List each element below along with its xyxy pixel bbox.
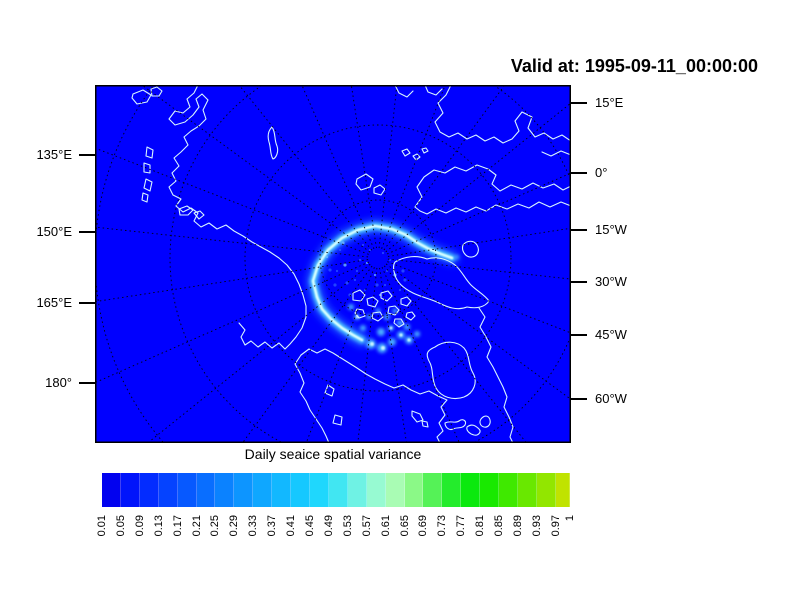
colorbar-segment	[555, 473, 570, 507]
colorbar-segment	[272, 473, 292, 507]
colorbar-segment	[423, 473, 443, 507]
colorbar-segment	[177, 473, 197, 507]
axis-tick	[571, 398, 587, 400]
map-frame	[95, 85, 571, 443]
colorbar-segment	[102, 473, 121, 507]
axis-tick	[79, 231, 95, 233]
colorbar-segment	[328, 473, 348, 507]
colorbar-segment	[139, 473, 159, 507]
axis-tick-label: 135°E	[36, 147, 72, 162]
colorbar-segment	[253, 473, 273, 507]
axis-tick	[571, 102, 587, 104]
colorbar-segment	[442, 473, 462, 507]
colorbar-segment	[461, 473, 481, 507]
colorbar-segment	[120, 473, 140, 507]
axis-tick-label: 30°W	[595, 274, 627, 289]
colorbar-segment	[291, 473, 310, 507]
colorbar-segment	[517, 473, 537, 507]
colorbar-segment	[309, 473, 329, 507]
axis-tick	[571, 229, 587, 231]
axis-tick-label: 45°W	[595, 327, 627, 342]
colorbar-segment	[480, 473, 500, 507]
colorbar-segment	[234, 473, 254, 507]
colorbar-segment	[499, 473, 518, 507]
colorbar-ticks: 0.01 0.05 0.09 0.13 0.17 0.21 0.25 0.29 0.33 0.37…	[96, 515, 576, 537]
axis-tick-label: 0°	[595, 165, 608, 180]
colorbar-segment	[404, 473, 424, 507]
colorbar-segment	[536, 473, 556, 507]
polar-map	[95, 85, 571, 443]
map-border	[95, 85, 571, 443]
ocean	[95, 85, 571, 443]
colorbar-segment	[215, 473, 235, 507]
colorbar-segment	[196, 473, 216, 507]
axis-tick	[571, 281, 587, 283]
plot-title: Valid at: 1995-09-11_00:00:00	[510, 56, 758, 76]
axis-tick-label: 60°W	[595, 391, 627, 406]
colorbar-segment	[366, 473, 386, 507]
axis-tick	[79, 382, 95, 384]
axis-tick-label: 165°E	[36, 295, 72, 310]
axis-tick-label: 180°	[45, 375, 72, 390]
axis-tick-label: 15°E	[595, 95, 624, 110]
colorbar-segment	[385, 473, 405, 507]
colorbar-segment	[158, 473, 178, 507]
colorbar-segment	[347, 473, 367, 507]
axis-tick	[571, 334, 587, 336]
map-caption: Daily seaice spatial variance	[244, 446, 422, 462]
axis-tick	[571, 172, 587, 174]
graticule	[95, 85, 571, 443]
axis-tick-label: 150°E	[36, 224, 72, 239]
axis-tick	[79, 302, 95, 304]
axis-tick-label: 15°W	[595, 222, 627, 237]
coastlines	[131, 85, 571, 443]
colorbar	[102, 473, 570, 507]
axis-tick	[79, 154, 95, 156]
